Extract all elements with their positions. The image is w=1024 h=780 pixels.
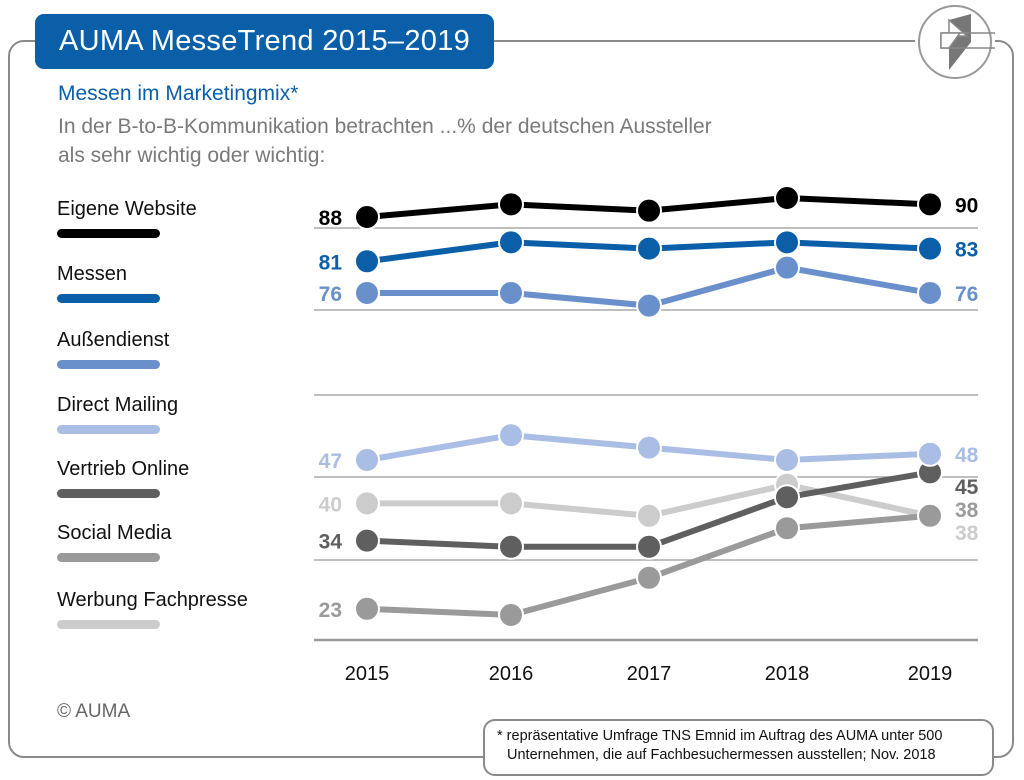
legend-item: Vertrieb Online — [57, 458, 190, 498]
legend-label: Messen — [57, 263, 128, 285]
data-point — [354, 490, 380, 517]
legend-swatch — [57, 425, 160, 434]
data-point — [636, 533, 662, 560]
legend-label: Social Media — [57, 522, 172, 544]
data-label-last: 48 — [955, 444, 979, 467]
chart-subtitle: Messen im Marketingmix* — [58, 82, 299, 105]
auma-logo-icon — [915, 2, 997, 82]
x-tick-label: 2018 — [765, 663, 810, 685]
data-point — [636, 197, 662, 224]
data-point — [498, 229, 524, 256]
data-point — [498, 422, 524, 449]
data-point — [774, 254, 800, 281]
data-point — [636, 502, 662, 529]
data-point — [498, 602, 524, 628]
data-point — [774, 484, 800, 511]
data-point — [354, 595, 380, 622]
data-point — [636, 434, 662, 461]
data-point — [917, 235, 943, 262]
data-label-first: 23 — [319, 599, 342, 622]
data-point — [354, 248, 380, 275]
legend-swatch — [57, 489, 160, 498]
data-label-last: 76 — [955, 283, 978, 306]
data-point — [354, 204, 380, 230]
data-point — [498, 533, 524, 560]
copyright: © AUMA — [57, 701, 131, 722]
x-tick-label: 2015 — [345, 663, 390, 685]
footnote-box: * repräsentative Umfrage TNS Emnid im Au… — [483, 719, 994, 776]
chart-description: In der B-to-B-Kommunikation betrachten .… — [58, 112, 908, 170]
legend-swatch — [57, 620, 160, 629]
data-point — [636, 564, 662, 591]
description-line-2: als sehr wichtig oder wichtig: — [58, 144, 326, 167]
data-point — [354, 447, 380, 473]
data-point — [917, 191, 943, 218]
footnote-line-1: * repräsentative Umfrage TNS Emnid im Au… — [497, 728, 943, 744]
data-label-first: 40 — [319, 493, 342, 516]
x-tick-label: 2017 — [627, 663, 672, 685]
data-point — [774, 447, 800, 473]
legend-label: Werbung Fachpresse — [57, 589, 248, 611]
legend-item: Direct Mailing — [57, 394, 179, 434]
description-line-1: In der B-to-B-Kommunikation betrachten .… — [58, 115, 712, 138]
legend-label: Vertrieb Online — [57, 458, 190, 480]
data-point — [917, 502, 943, 529]
data-point — [498, 490, 524, 517]
header-title: AUMA MesseTrend 2015–2019 — [35, 14, 494, 69]
data-point — [774, 185, 800, 212]
footnote-line-2: Unternehmen, die auf Fachbesuchermessen … — [507, 747, 936, 763]
legend-item: Werbung Fachpresse — [57, 589, 248, 629]
data-point — [774, 515, 800, 542]
data-point — [636, 292, 662, 319]
legend-item: Messen — [57, 263, 160, 303]
x-tick-label: 2016 — [489, 663, 534, 685]
legend-swatch — [57, 360, 160, 369]
data-label-last: 83 — [955, 239, 978, 262]
legend-label: Außendienst — [57, 329, 170, 351]
data-point — [917, 440, 943, 467]
legend-swatch — [57, 229, 160, 238]
data-point — [498, 191, 524, 218]
data-label-first: 34 — [319, 531, 343, 554]
x-tick-label: 2019 — [908, 663, 953, 685]
data-label-first: 76 — [319, 283, 342, 306]
data-point — [917, 279, 943, 306]
data-label-last: 45 — [955, 476, 979, 499]
data-point — [774, 229, 800, 256]
legend-label: Eigene Website — [57, 198, 197, 220]
data-point — [354, 279, 380, 306]
legend-swatch — [57, 294, 160, 303]
legend-swatch — [57, 553, 160, 562]
data-label-last: 38 — [955, 522, 979, 545]
legend-item: Eigene Website — [57, 198, 197, 238]
data-label-first: 81 — [319, 251, 343, 274]
legend-item: Social Media — [57, 522, 172, 562]
data-label-last: 90 — [955, 194, 978, 217]
data-label-first: 88 — [319, 207, 343, 230]
legend-label: Direct Mailing — [57, 394, 179, 416]
data-point — [636, 235, 662, 262]
data-point — [354, 527, 380, 554]
data-label-last: 38 — [955, 499, 979, 522]
data-point — [498, 279, 524, 306]
data-label-first: 47 — [319, 450, 342, 473]
legend-item: Außendienst — [57, 329, 170, 369]
